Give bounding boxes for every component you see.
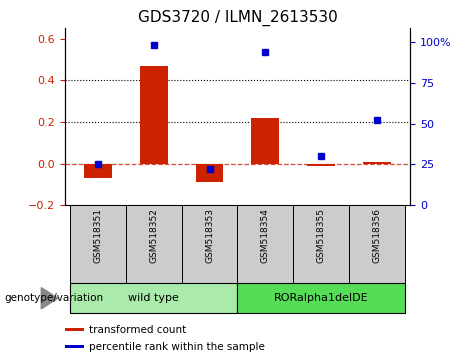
Text: GSM518351: GSM518351: [94, 208, 102, 263]
Text: percentile rank within the sample: percentile rank within the sample: [89, 342, 265, 352]
Polygon shape: [41, 287, 58, 309]
Bar: [237, 283, 405, 313]
Text: transformed count: transformed count: [89, 325, 186, 335]
Text: RORalpha1delDE: RORalpha1delDE: [274, 293, 368, 303]
Bar: [70, 205, 126, 283]
Bar: [182, 205, 237, 283]
Text: GSM518355: GSM518355: [317, 208, 325, 263]
Bar: [126, 205, 182, 283]
Bar: [65, 345, 83, 348]
Bar: [307, 164, 335, 166]
Bar: [195, 164, 224, 182]
Bar: [84, 164, 112, 178]
Bar: [349, 205, 405, 283]
Text: GSM518352: GSM518352: [149, 208, 158, 263]
Bar: [251, 118, 279, 164]
Bar: [363, 161, 391, 164]
Bar: [140, 66, 168, 164]
Text: wild type: wild type: [128, 293, 179, 303]
Text: GSM518353: GSM518353: [205, 208, 214, 263]
Bar: [65, 329, 83, 331]
Title: GDS3720 / ILMN_2613530: GDS3720 / ILMN_2613530: [137, 9, 337, 25]
Text: GSM518356: GSM518356: [372, 208, 381, 263]
Bar: [70, 283, 237, 313]
Text: genotype/variation: genotype/variation: [5, 293, 104, 303]
Text: GSM518354: GSM518354: [261, 208, 270, 263]
Bar: [293, 205, 349, 283]
Bar: [237, 205, 293, 283]
